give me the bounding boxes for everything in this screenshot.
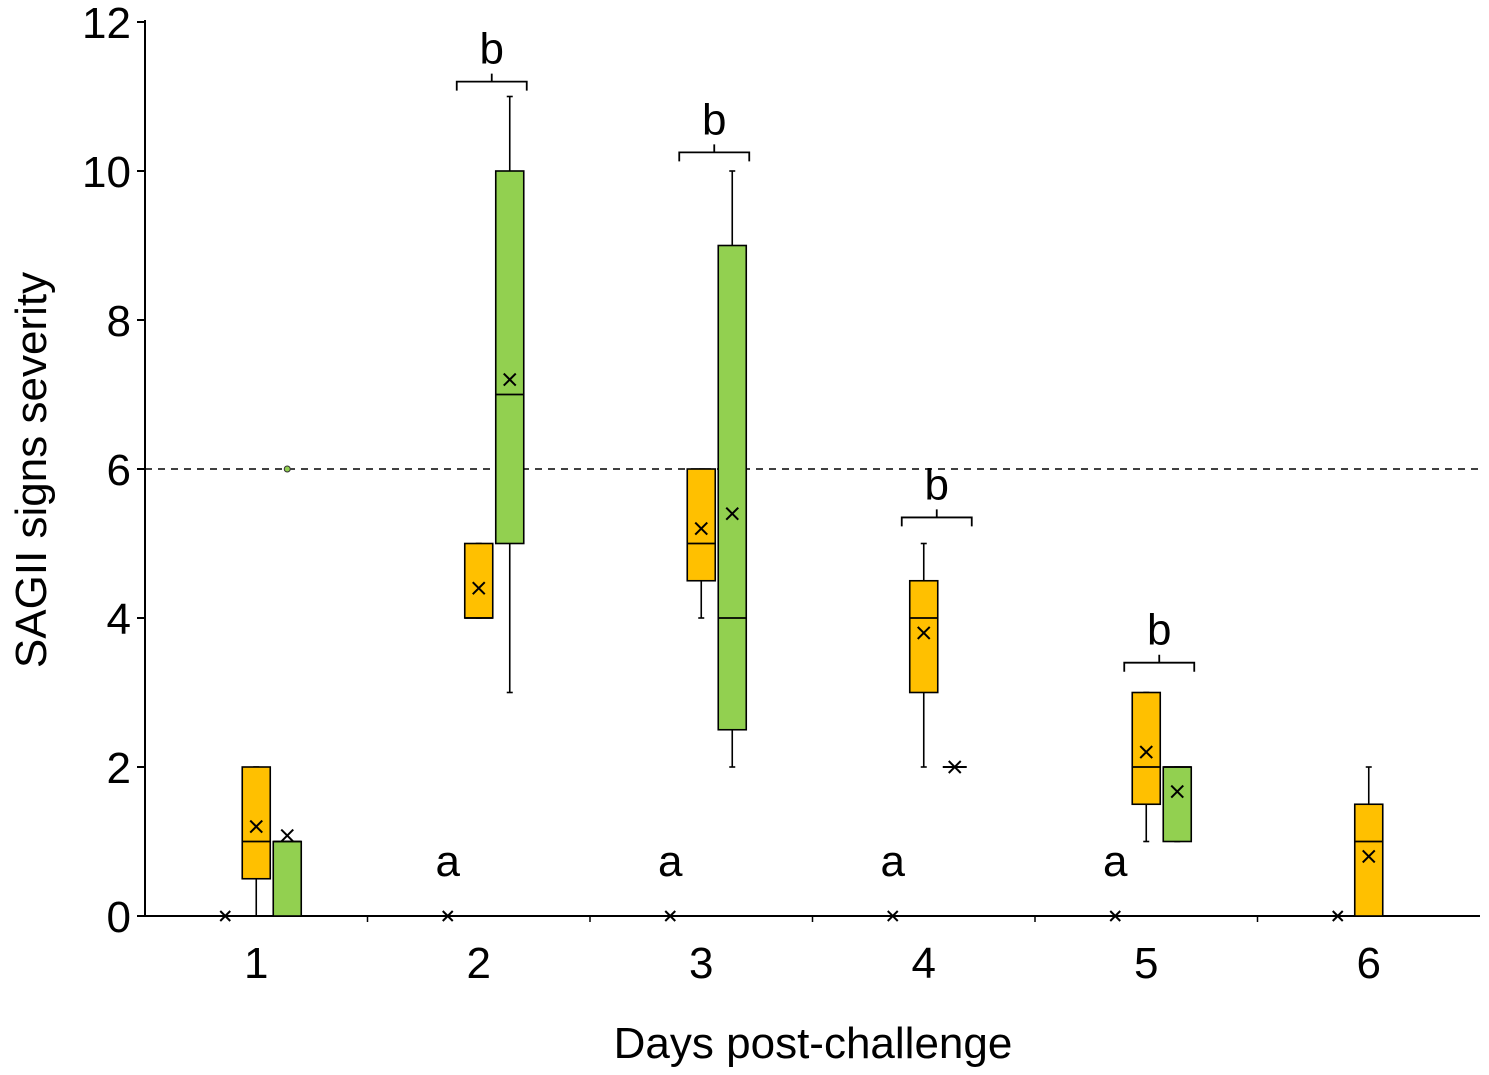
mean-marker-stroke-b xyxy=(249,819,263,834)
x-tick-label: 1 xyxy=(244,939,268,988)
green-box-day-4 xyxy=(942,760,967,774)
y-tick-label: 8 xyxy=(107,297,131,346)
box-body xyxy=(494,170,525,545)
y-tick-label: 10 xyxy=(82,148,131,197)
box-body xyxy=(908,579,939,694)
mean-marker xyxy=(948,760,962,774)
mean-marker-stroke-b xyxy=(1139,745,1153,759)
mean-marker-stroke-b xyxy=(503,372,517,387)
significance-letters: a a a a b b b b xyxy=(436,25,1196,886)
significance-letter-a: a xyxy=(1103,837,1128,886)
control-mean-marker xyxy=(887,910,899,922)
y-tick-label: 2 xyxy=(107,744,131,793)
significance-bracket xyxy=(455,73,528,91)
mean-marker-stroke-b xyxy=(472,581,486,595)
box-body xyxy=(1131,691,1162,806)
significance-letter-b: b xyxy=(925,460,949,509)
mean-marker xyxy=(249,819,263,834)
significance-bracket xyxy=(1123,654,1196,672)
mean-marker xyxy=(725,506,739,521)
mean-marker-stroke-b xyxy=(1170,784,1184,799)
x-tick-label: 3 xyxy=(689,939,713,988)
x-axis-title: Days post-challenge xyxy=(614,1019,1013,1068)
significance-letter-a: a xyxy=(436,837,461,886)
green-box-day-1 xyxy=(272,465,303,917)
significance-letter-a: a xyxy=(658,837,683,886)
mean-marker xyxy=(694,521,708,536)
box-body xyxy=(272,840,303,917)
mean-marker xyxy=(280,828,294,843)
box-body xyxy=(1162,766,1193,843)
orange-box-day-6 xyxy=(1353,766,1384,917)
y-tick-label: 0 xyxy=(107,893,131,942)
significance-letter-a: a xyxy=(881,837,906,886)
box-body xyxy=(241,766,272,880)
y-ticks: 0 2 4 6 8 10 12 xyxy=(82,0,145,942)
y-axis-title: SAGII signs severity xyxy=(7,272,56,668)
mean-marker xyxy=(1362,849,1376,864)
mean-marker xyxy=(472,581,486,595)
control-mean-marker xyxy=(1109,910,1121,922)
control-mean-marker-stroke-b xyxy=(1109,910,1121,922)
significance-bracket xyxy=(900,509,973,527)
mean-marker-stroke-b xyxy=(948,760,962,774)
axes xyxy=(144,20,1480,917)
significance-bracket xyxy=(678,144,751,162)
significance-letter-b: b xyxy=(702,95,726,144)
mean-marker-stroke-b xyxy=(1362,849,1376,864)
box-body xyxy=(463,542,494,619)
green-box-day-5 xyxy=(1162,766,1193,843)
box-body xyxy=(686,468,717,582)
orange-box-day-4 xyxy=(908,542,939,768)
x-tick-label: 4 xyxy=(912,939,936,988)
y-tick-label: 6 xyxy=(107,446,131,495)
y-tick-label: 12 xyxy=(82,0,131,48)
outlier-point xyxy=(283,465,291,473)
control-mean-marker xyxy=(1332,910,1344,922)
boxes xyxy=(213,95,1384,922)
control-mean-marker-stroke-b xyxy=(664,910,676,922)
x-tick-label: 2 xyxy=(467,939,491,988)
control-mean-marker-stroke-b xyxy=(219,910,231,922)
orange-box-day-3 xyxy=(686,468,717,619)
x-tick-label: 6 xyxy=(1357,939,1381,988)
orange-box-day-2 xyxy=(463,542,494,619)
control-mean-marker-stroke-b xyxy=(1332,910,1344,922)
y-tick-label: 4 xyxy=(107,595,131,644)
mean-marker-stroke-b xyxy=(280,828,294,843)
x-tick-label: 5 xyxy=(1134,939,1158,988)
box-body xyxy=(717,244,748,731)
control-mean-marker xyxy=(219,910,231,922)
green-box-day-2 xyxy=(494,95,525,694)
control-mean-marker xyxy=(664,910,676,922)
mean-marker-stroke-b xyxy=(917,626,931,640)
mean-marker-stroke-b xyxy=(725,506,739,521)
mean-marker xyxy=(1170,784,1184,799)
control-mean-marker-stroke-b xyxy=(887,910,899,922)
control-mean-marker xyxy=(442,910,454,922)
mean-marker xyxy=(917,626,931,640)
significance-letter-b: b xyxy=(1147,606,1171,655)
orange-box-day-5 xyxy=(1131,691,1162,843)
mean-marker-stroke-b xyxy=(694,521,708,536)
mean-marker xyxy=(503,372,517,387)
green-box-day-3 xyxy=(717,170,748,768)
box-body xyxy=(1353,803,1384,917)
significance-letter-b: b xyxy=(480,25,504,74)
control-mean-marker-stroke-b xyxy=(442,910,454,922)
orange-box-day-1 xyxy=(241,766,272,917)
x-ticks: 1 2 3 4 5 6 xyxy=(244,916,1381,988)
mean-marker xyxy=(1139,745,1153,759)
